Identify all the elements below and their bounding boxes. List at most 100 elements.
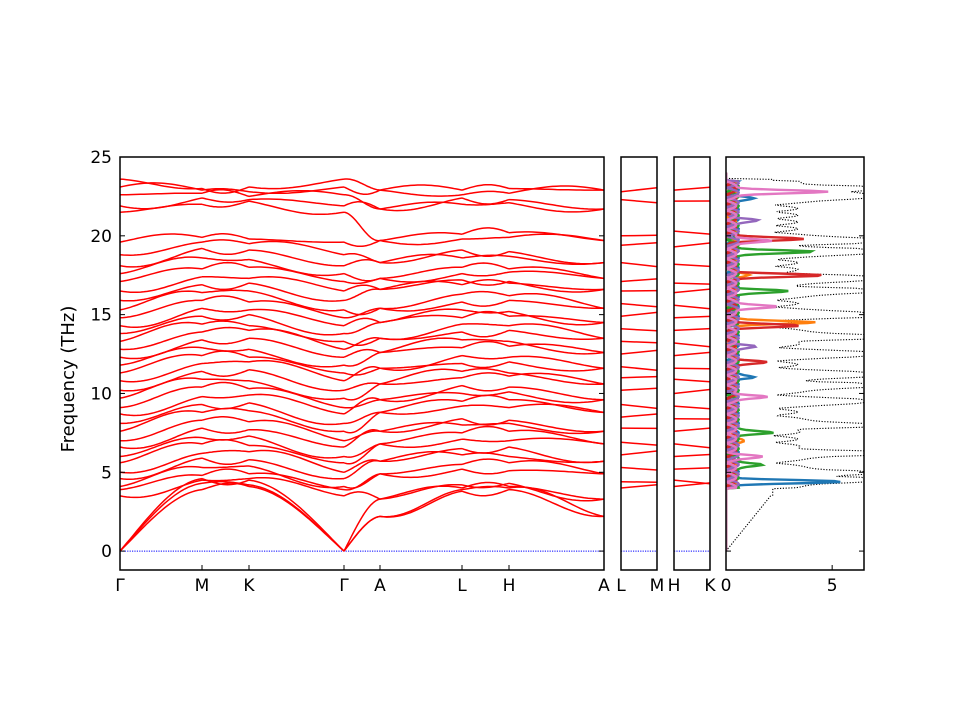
band-line xyxy=(508,469,604,475)
band-line xyxy=(461,458,510,466)
band-line xyxy=(120,178,203,190)
band-line xyxy=(621,413,657,418)
band-line xyxy=(461,404,510,409)
band-line xyxy=(201,402,250,410)
band-line xyxy=(201,261,250,270)
band-line xyxy=(379,417,463,433)
band-line xyxy=(621,328,657,332)
band-line xyxy=(461,394,510,403)
band-line xyxy=(461,391,510,397)
band-line xyxy=(120,307,203,329)
band-line xyxy=(508,340,604,355)
band-line xyxy=(621,365,657,371)
band-line xyxy=(379,405,463,415)
band-line xyxy=(201,381,250,390)
band-line xyxy=(201,346,250,352)
band-line xyxy=(674,467,710,470)
dos-series xyxy=(726,172,864,552)
band-line xyxy=(201,233,250,240)
x-tick-label: H xyxy=(668,576,681,596)
band-line xyxy=(461,481,510,489)
band-line xyxy=(621,483,657,489)
band-line xyxy=(343,473,381,489)
band-line xyxy=(343,383,381,401)
band-line xyxy=(461,425,510,434)
band-line xyxy=(379,490,463,518)
dos-x-tick-label: 0 xyxy=(721,576,732,596)
band-line xyxy=(343,382,381,392)
band-line xyxy=(248,186,345,195)
band-line xyxy=(248,282,345,302)
band-line xyxy=(621,311,657,317)
y-tick-label: 0 xyxy=(101,542,112,562)
band-line xyxy=(248,369,345,392)
band-line xyxy=(120,419,203,442)
band-line xyxy=(248,449,345,474)
band-line xyxy=(508,355,604,369)
band-line xyxy=(201,247,250,256)
band-line xyxy=(343,411,381,434)
band-line xyxy=(508,460,604,475)
band-line xyxy=(248,458,345,480)
band-line xyxy=(120,315,203,335)
band-line xyxy=(343,473,381,491)
band-line xyxy=(379,354,463,371)
band-line xyxy=(120,299,202,319)
band-line xyxy=(379,337,463,354)
band-line xyxy=(674,388,710,395)
band-line xyxy=(249,428,345,448)
band-line xyxy=(343,288,381,302)
band-line xyxy=(508,429,604,445)
band-line xyxy=(201,360,250,365)
band-line xyxy=(509,386,604,401)
band-line xyxy=(343,317,381,327)
band-line xyxy=(201,427,250,434)
band-line xyxy=(343,443,381,465)
band-line xyxy=(379,314,463,324)
band-line xyxy=(621,480,657,484)
band-line xyxy=(343,515,381,552)
band-line xyxy=(248,198,345,207)
y-axis-label: Frequency (THz) xyxy=(58,306,79,453)
band-line xyxy=(201,295,250,303)
band-line xyxy=(461,384,510,392)
band-line xyxy=(201,282,250,291)
band-line xyxy=(379,201,463,210)
band-line xyxy=(674,378,710,383)
band-line xyxy=(621,349,657,355)
band-line xyxy=(621,261,657,268)
band-line xyxy=(379,376,463,385)
band-line xyxy=(461,249,510,258)
band-line xyxy=(344,194,381,210)
band-line xyxy=(461,488,510,497)
band-line xyxy=(379,272,463,283)
band-line xyxy=(379,189,463,197)
band-line xyxy=(674,186,710,191)
band-line xyxy=(379,308,463,324)
band-line xyxy=(248,337,345,358)
band-line xyxy=(120,427,203,450)
band-line xyxy=(248,313,345,336)
y-tick-label: 5 xyxy=(101,463,112,483)
band-line xyxy=(343,443,381,458)
band-line xyxy=(674,242,710,248)
band-line xyxy=(621,450,657,456)
dos-panel-frame xyxy=(725,156,865,571)
band-line xyxy=(343,321,381,335)
band-line xyxy=(621,198,657,204)
band-line xyxy=(508,299,604,310)
band-line xyxy=(248,178,345,190)
band-line xyxy=(120,346,203,366)
band-line xyxy=(120,353,203,374)
band-line xyxy=(120,233,203,243)
band-line xyxy=(248,359,345,382)
band-line xyxy=(379,384,463,403)
band-line xyxy=(379,279,463,291)
band-line xyxy=(201,289,250,294)
band-line xyxy=(674,351,710,357)
band-line xyxy=(120,488,203,552)
band-line xyxy=(201,477,250,482)
band-line xyxy=(248,258,345,277)
